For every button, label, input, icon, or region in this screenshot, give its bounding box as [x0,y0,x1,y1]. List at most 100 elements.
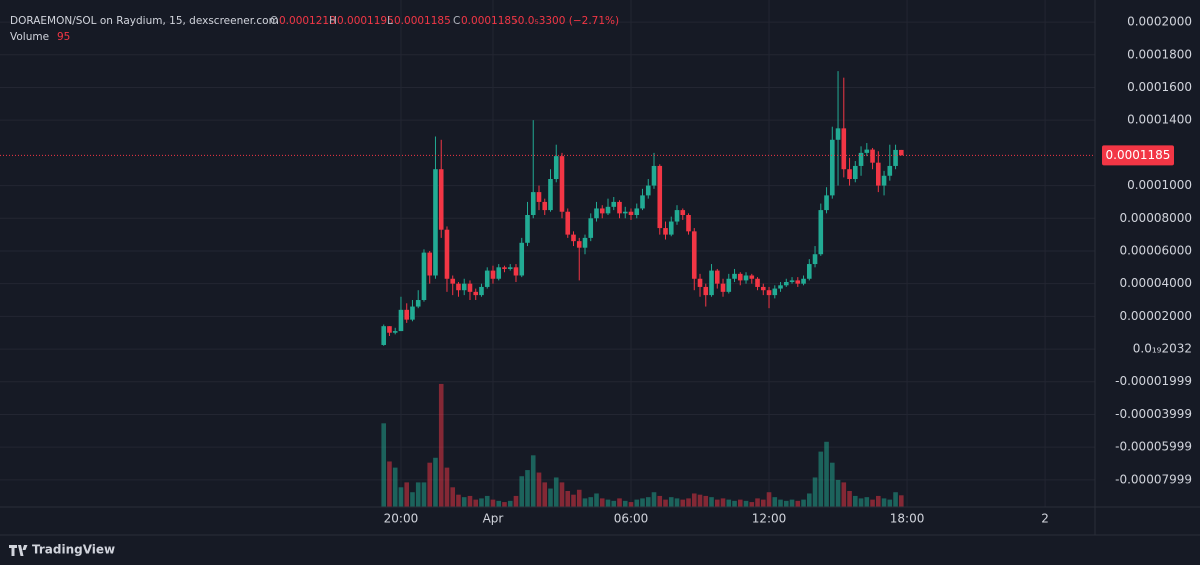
volume-bar [415,482,421,507]
candle-body [519,242,525,276]
candle-body [645,185,651,196]
volume-bar [674,498,680,507]
y-tick-label: 0.0001600 [1127,80,1192,94]
candle-body [536,192,542,202]
candle-body [887,165,893,176]
candle-body [507,267,513,269]
volume-bar [743,500,749,507]
volume-bar [801,499,806,507]
candle-body [720,283,726,292]
x-tick-label: 06:00 [614,512,649,526]
volume-bar [887,499,893,507]
candle-body [858,152,864,166]
volume-bar [789,499,795,507]
candle-body [640,195,645,209]
volume-bar [870,499,875,507]
candle-body [697,278,703,287]
y-tick-label: -0.00005999 [1115,440,1192,454]
volume-bar [893,492,898,507]
volume-bar [404,482,410,507]
candle-body [663,228,668,235]
y-tick-label: 0.00006000 [1119,243,1192,257]
change: -0.0₅3300 (−2.71%) [514,15,619,27]
candle-body [772,288,778,296]
candle-body [392,331,398,333]
y-tick-label: 0.0001400 [1127,113,1192,127]
candle-body [456,283,461,291]
candle-body [783,282,789,286]
volume-bar [668,497,674,507]
volume-bar [611,500,617,507]
volume-bar [450,487,456,507]
volume-bar [778,499,783,507]
open-value: 0.0001218 [279,15,336,27]
candle-body [576,241,582,248]
last-price-label: 0.0001185 [1106,148,1171,162]
low-label: L [387,15,393,27]
close-label: C [453,15,460,27]
volume-bar [829,462,835,507]
brand-logo [9,545,28,556]
candle-body [473,291,479,296]
candle-body [525,214,530,243]
candle-body [571,234,576,242]
volume-bar [881,498,887,507]
volume-bar [755,498,760,507]
y-tick-label: 0.00002000 [1119,309,1192,323]
candle-body [398,309,404,332]
candle-body [387,326,392,333]
volume-bar [490,499,496,507]
volume-bar [576,489,582,507]
candle-body [427,252,433,276]
candle-body [628,211,634,215]
volume-bar [622,500,628,507]
candle-body [467,283,473,292]
brand: TradingView [9,543,115,557]
volume-bar [444,467,450,507]
candle-body [438,169,444,230]
volume-bar [599,498,605,507]
volume-bar [571,494,576,507]
volume-bar [680,499,686,507]
candle-body [680,210,686,215]
candle-body [415,300,421,307]
close-value: 0.0001185 [461,15,518,27]
volume-bar [749,502,755,507]
candle-body [686,214,691,232]
candle-body [864,149,870,153]
candle-body [812,254,818,265]
y-tick-label: -0.00007999 [1115,472,1192,486]
x-tick-label: 12:00 [752,512,787,526]
volume-bar [398,487,404,507]
volume-bar [766,492,772,507]
low-value: 0.0001185 [394,15,451,27]
volume-bar [824,441,829,507]
candle-body [565,211,571,235]
volume-bar [525,470,530,507]
volume-bar [594,493,599,507]
volume-bar [536,472,542,507]
volume-bar [410,492,415,507]
volume-bar [640,498,645,507]
volume-bar [858,498,864,507]
volume-bar [818,451,824,507]
volume-bar [588,497,594,507]
volume-bar [542,482,548,507]
candle-body [668,221,674,235]
candle-body [703,286,709,296]
x-tick-label: 2 [1041,512,1049,526]
volume-bar [582,498,588,507]
candle-body [847,169,852,180]
volume-bar [484,495,490,507]
volume-bar [513,495,519,507]
candle-body [657,165,663,229]
volume-bar [565,491,571,507]
candle-body [479,286,484,296]
candle-body [622,211,628,214]
candle-body [553,156,559,180]
candle-body [599,208,605,214]
candle-body [835,128,841,140]
candle-body [841,128,847,170]
